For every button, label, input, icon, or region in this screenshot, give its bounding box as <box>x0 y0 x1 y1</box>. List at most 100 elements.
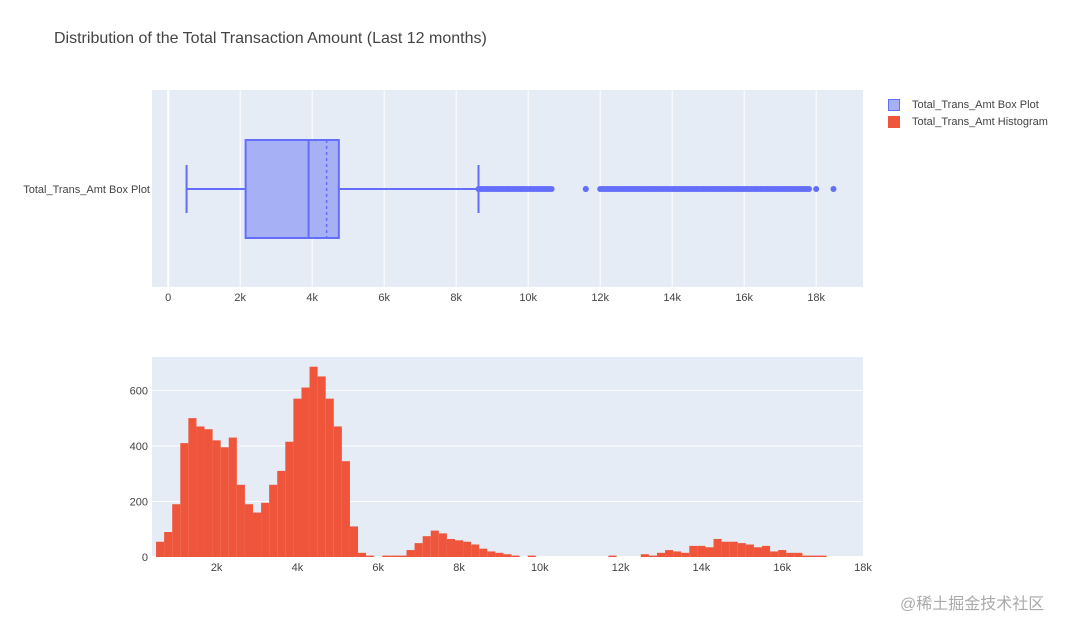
histogram-panel[interactable]: 0 200 400 600 2k 4k 6k 8k 10k 12k 14k 16k 18k <box>130 357 873 574</box>
box-outlier-point[interactable] <box>813 186 820 192</box>
box-outlier-point[interactable] <box>830 186 837 192</box>
histogram-bar[interactable] <box>390 555 399 557</box>
histogram-bar[interactable] <box>406 550 415 557</box>
histogram-bar[interactable] <box>762 545 771 557</box>
box-x-tick-label: 4k <box>306 292 318 304</box>
box-outlier-point[interactable] <box>548 186 555 192</box>
legend[interactable]: Total_Trans_Amt Box Plot Total_Trans_Amt… <box>888 96 1048 130</box>
histogram-bar[interactable] <box>438 533 447 557</box>
histogram-bar[interactable] <box>745 544 754 558</box>
histogram-bar[interactable] <box>810 555 819 557</box>
watermark: @稀土掘金技术社区 <box>900 596 1045 613</box>
box-x-tick-label: 14k <box>663 292 681 304</box>
histogram-bar[interactable] <box>285 441 294 557</box>
histogram-bar[interactable] <box>317 376 326 557</box>
box-x-tick-label: 0 <box>165 292 171 304</box>
legend-item-box-plot[interactable]: Total_Trans_Amt Box Plot <box>888 96 1048 113</box>
histogram-bar[interactable] <box>244 504 253 557</box>
histogram-bar[interactable] <box>778 550 787 557</box>
box-iqr[interactable] <box>244 139 340 239</box>
histogram-bar[interactable] <box>220 447 229 557</box>
histogram-x-tick-label: 12k <box>612 562 630 574</box>
histogram-bar[interactable] <box>212 440 221 557</box>
histogram-bar[interactable] <box>463 541 472 557</box>
histogram-bar[interactable] <box>446 538 455 557</box>
histogram-y-tick-label: 200 <box>130 496 148 508</box>
histogram-bar[interactable] <box>252 512 262 557</box>
histogram-bar[interactable] <box>172 504 181 557</box>
histogram-bar[interactable] <box>495 552 504 557</box>
histogram-bar[interactable] <box>204 429 213 557</box>
histogram-bar[interactable] <box>527 555 536 557</box>
histogram-bar[interactable] <box>656 552 666 557</box>
histogram-bar[interactable] <box>382 555 391 557</box>
histogram-x-tick-label: 14k <box>693 562 711 574</box>
histogram-bar[interactable] <box>341 461 350 557</box>
histogram-bar[interactable] <box>511 555 520 557</box>
histogram-x-tick-label: 4k <box>292 562 304 574</box>
chart-title: Distribution of the Total Transaction Am… <box>54 30 487 47</box>
histogram-bar[interactable] <box>608 555 617 557</box>
box-x-tick-label: 8k <box>450 292 462 304</box>
histogram-bar[interactable] <box>794 552 803 557</box>
histogram-bar[interactable] <box>301 387 310 557</box>
histogram-bar[interactable] <box>188 418 197 557</box>
histogram-bar[interactable] <box>689 545 698 557</box>
histogram-y-tick-label: 600 <box>130 385 148 397</box>
histogram-bar[interactable] <box>705 547 714 557</box>
histogram-x-tick-label: 10k <box>531 562 549 574</box>
histogram-bar[interactable] <box>261 502 270 557</box>
histogram-bar[interactable] <box>786 552 795 557</box>
histogram-bar[interactable] <box>471 544 480 558</box>
histogram-bar[interactable] <box>673 551 682 557</box>
histogram-bar[interactable] <box>503 554 512 557</box>
histogram-bar[interactable] <box>818 555 827 557</box>
histogram-bar[interactable] <box>721 541 730 557</box>
histogram-bar[interactable] <box>422 536 431 557</box>
histogram-bar[interactable] <box>640 554 649 557</box>
histogram-bar[interactable] <box>269 484 278 557</box>
histogram-bar[interactable] <box>236 484 245 557</box>
histogram-bar[interactable] <box>228 437 237 557</box>
histogram-bar[interactable] <box>487 551 496 557</box>
histogram-bar[interactable] <box>648 555 657 557</box>
histogram-bar[interactable] <box>802 555 811 557</box>
box-outlier-point[interactable] <box>582 186 589 192</box>
histogram-y-tick-label: 0 <box>142 552 148 564</box>
histogram-bar[interactable] <box>277 470 286 557</box>
histogram-x-tick-label: 8k <box>453 562 465 574</box>
box-x-tick-label: 12k <box>591 292 609 304</box>
histogram-bar[interactable] <box>697 545 706 557</box>
histogram-bar[interactable] <box>681 552 690 557</box>
histogram-bar[interactable] <box>358 552 367 557</box>
histogram-bar[interactable] <box>430 530 439 557</box>
histogram-bar[interactable] <box>414 543 423 557</box>
histogram-bar[interactable] <box>737 543 746 557</box>
histogram-bar[interactable] <box>164 532 173 557</box>
histogram-bar[interactable] <box>454 540 464 557</box>
histogram-bar[interactable] <box>196 426 205 557</box>
histogram-bar[interactable] <box>180 443 189 557</box>
histogram-bar[interactable] <box>479 548 488 557</box>
histogram-bar[interactable] <box>366 555 375 557</box>
histogram-bar[interactable] <box>325 398 334 557</box>
histogram-bar[interactable] <box>729 541 738 557</box>
histogram-bar[interactable] <box>156 541 165 557</box>
histogram-bar[interactable] <box>770 551 779 557</box>
histogram-bar[interactable] <box>293 398 302 557</box>
histogram-bar[interactable] <box>309 366 318 557</box>
box-x-tick-label: 18k <box>807 292 825 304</box>
legend-label-box-plot: Total_Trans_Amt Box Plot <box>912 98 1039 111</box>
histogram-bar[interactable] <box>753 547 763 557</box>
box-outlier-point[interactable] <box>806 186 812 192</box>
legend-swatch-box-plot <box>888 98 900 111</box>
legend-item-histogram[interactable]: Total_Trans_Amt Histogram <box>888 113 1048 130</box>
box-plot-panel[interactable]: 0 2k 4k 6k 8k 10k 12k 14k 16k 18k Total_Trans_Amt … <box>23 90 863 304</box>
histogram-bar[interactable] <box>398 555 407 557</box>
histogram-bar[interactable] <box>713 538 722 557</box>
histogram-bar[interactable] <box>333 426 342 557</box>
histogram-bar[interactable] <box>665 550 674 557</box>
histogram-bar[interactable] <box>349 526 359 557</box>
